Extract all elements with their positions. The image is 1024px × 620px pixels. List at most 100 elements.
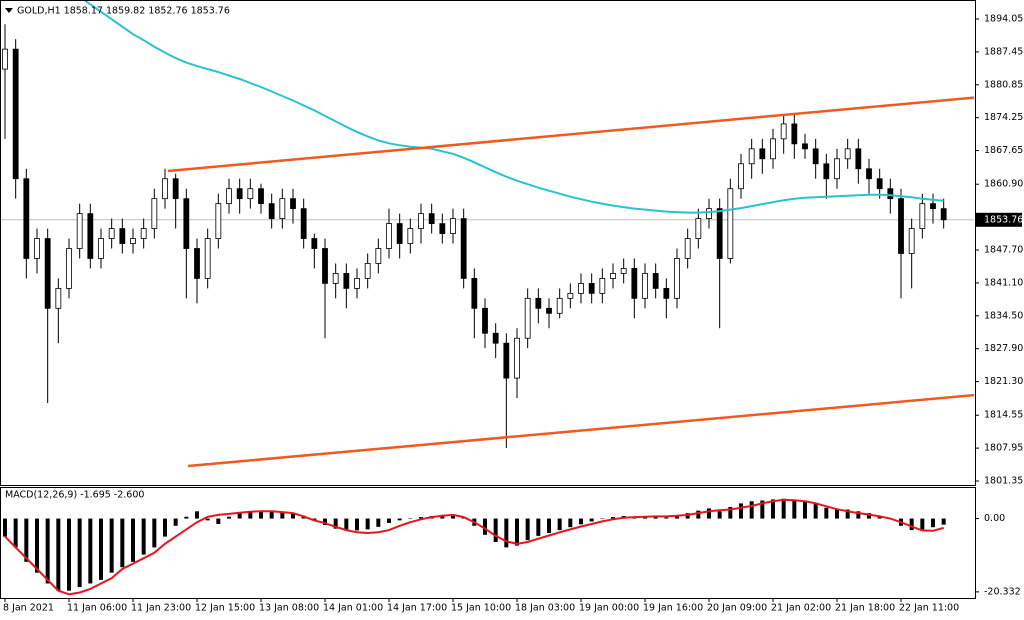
- candle-body: [151, 198, 158, 229]
- candle-body: [695, 218, 702, 239]
- macd-bar: [792, 499, 797, 519]
- macd-bar: [909, 518, 914, 531]
- candle-body: [66, 248, 72, 289]
- candle-body: [375, 248, 382, 264]
- candle-body: [738, 163, 744, 190]
- macd-bar: [3, 518, 7, 537]
- macd-bar: [13, 518, 18, 548]
- x-tick-label: 13 Jan 08:00: [259, 603, 319, 614]
- candle-body: [727, 188, 734, 259]
- macd-bar: [675, 515, 680, 519]
- candle-body: [823, 163, 830, 180]
- macd-bar: [803, 501, 808, 519]
- candle-body: [258, 188, 264, 205]
- macd-bar: [557, 518, 562, 531]
- macd-bar: [493, 518, 498, 542]
- candle-body: [311, 238, 318, 249]
- macd-bar: [941, 518, 946, 525]
- candle-body: [748, 148, 755, 165]
- macd-bar: [536, 518, 541, 536]
- candle-body: [364, 263, 371, 279]
- macd-bar: [856, 511, 861, 519]
- candle-body: [503, 342, 510, 379]
- macd-bar: [451, 514, 456, 519]
- macd-bar: [269, 511, 274, 519]
- candle-body: [631, 268, 638, 299]
- main-plot: [1, 1, 974, 468]
- macd-bar: [920, 518, 925, 530]
- macd-bar: [173, 518, 178, 526]
- candle-body: [279, 198, 286, 220]
- candle-body: [812, 148, 819, 165]
- candle-body: [343, 273, 350, 289]
- menu-arrow[interactable]: [5, 8, 13, 13]
- macd-bar: [771, 499, 776, 519]
- macd-bar: [141, 518, 146, 555]
- candle-body: [759, 148, 766, 160]
- candle-body: [162, 178, 168, 200]
- macd-bar: [547, 518, 552, 533]
- candle-body: [492, 332, 499, 344]
- candle-body: [386, 223, 392, 249]
- macd-bar: [195, 511, 200, 519]
- candle-body: [802, 143, 808, 150]
- macd-bar: [931, 518, 936, 528]
- candle-body: [898, 198, 904, 254]
- macd-bar: [835, 508, 840, 519]
- macd-bar: [291, 513, 296, 519]
- candle-body: [87, 213, 94, 259]
- macd-bar: [355, 518, 360, 531]
- macd-bar: [248, 511, 253, 519]
- macd-bar: [419, 517, 424, 519]
- candle-body: [834, 158, 840, 180]
- x-tick-label: 21 Jan 18:00: [835, 603, 895, 614]
- candle-body: [268, 203, 275, 220]
- macd-bar: [216, 518, 221, 524]
- candle-body: [34, 238, 40, 259]
- moving-average: [83, 1, 944, 214]
- candle-body: [855, 148, 862, 170]
- candle-body: [428, 213, 435, 224]
- candle-body: [471, 278, 478, 309]
- y-tick-label: 1867.65: [984, 145, 1023, 156]
- candle-body: [546, 307, 552, 314]
- candle-body: [674, 258, 680, 299]
- y-tick-label: 1827.90: [984, 343, 1023, 354]
- macd-bar: [387, 518, 392, 523]
- macd-bar: [653, 516, 658, 519]
- macd-bar: [259, 510, 264, 519]
- candle-body: [567, 292, 574, 299]
- macd-bar: [600, 518, 605, 520]
- y-tick-label: 1814.55: [984, 410, 1023, 421]
- candle-body: [599, 278, 606, 294]
- y-tick-label: 1894.05: [984, 13, 1023, 24]
- candle-body: [322, 248, 328, 284]
- macd-bar: [611, 517, 616, 519]
- y-tick-label: 1880.85: [984, 79, 1023, 90]
- candle-body: [98, 238, 104, 259]
- candle-body: [620, 268, 627, 274]
- macd-bar: [824, 507, 829, 519]
- macd-bar: [88, 518, 93, 584]
- macd-bar: [131, 518, 136, 562]
- candle-body: [460, 218, 467, 279]
- candle-body: [482, 307, 488, 334]
- candle-body: [44, 238, 51, 309]
- candle-body: [791, 123, 798, 145]
- macd-bar: [525, 518, 530, 541]
- candle-body: [780, 123, 787, 140]
- signal-line: [4, 498, 944, 596]
- macd-bar: [739, 503, 744, 519]
- x-tick-label: 11 Jan 06:00: [67, 603, 127, 614]
- y-tick-label: 1807.95: [984, 443, 1023, 454]
- macd-bar: [45, 518, 50, 584]
- macd-bar: [813, 504, 818, 519]
- candle-body: [108, 228, 115, 239]
- macd-bar: [397, 518, 402, 521]
- candle-body: [194, 248, 200, 279]
- x-tick-label: 21 Jan 02:00: [771, 603, 831, 614]
- y-tick-label: 1887.45: [984, 46, 1023, 57]
- macd-bar: [696, 510, 701, 519]
- macd-bar: [717, 511, 722, 519]
